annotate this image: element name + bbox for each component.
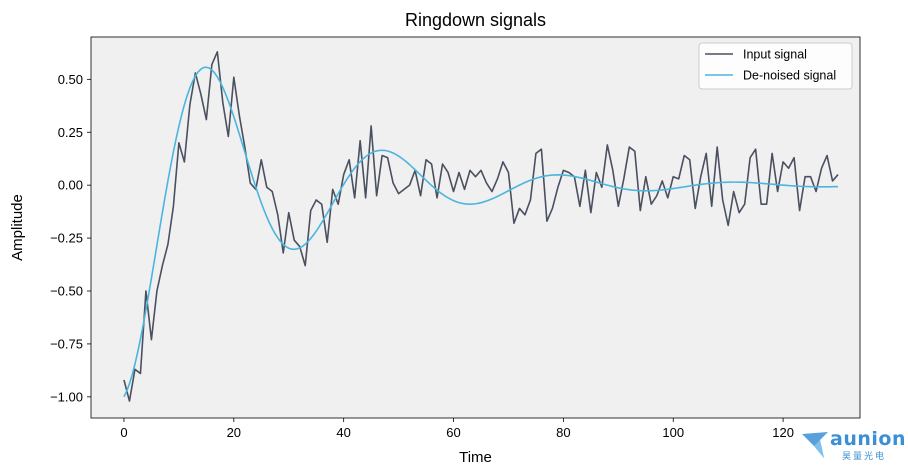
y-tick-label: 0.50 xyxy=(58,72,83,87)
y-tick-label: −0.75 xyxy=(50,336,83,351)
x-tick-label: 100 xyxy=(662,425,684,440)
y-tick-label: −0.25 xyxy=(50,231,83,246)
y-tick-label: −0.50 xyxy=(50,284,83,299)
legend: Input signal De-noised signal xyxy=(698,42,853,90)
legend-label-denoised-signal: De-noised signal xyxy=(743,69,836,83)
axis-ticks: 0 20 40 60 80 100 120 −1.00 −0.75 −0.50 −0.25 0.00 0… xyxy=(50,72,794,440)
x-tick-label: 20 xyxy=(227,425,241,440)
x-tick-label: 80 xyxy=(556,425,570,440)
x-tick-label: 40 xyxy=(336,425,350,440)
chart-title: Ringdown signals xyxy=(405,10,546,30)
logo-subtitle: 昊量光电 xyxy=(842,452,887,462)
series-lines xyxy=(123,51,839,402)
y-axis-label: Amplitude xyxy=(9,194,26,261)
x-tick-label: 120 xyxy=(772,425,794,440)
y-tick-label: 0.00 xyxy=(58,178,83,193)
plot-area xyxy=(91,37,860,418)
y-tick-label: −1.00 xyxy=(50,389,83,404)
series-line-denoised-signal xyxy=(123,66,839,398)
legend-label-input-signal: Input signal xyxy=(743,48,807,62)
series-line-input-signal xyxy=(123,51,839,402)
logo-wordmark: aunion xyxy=(830,428,906,450)
plot-frame xyxy=(90,36,861,419)
legend-box xyxy=(698,42,853,90)
y-tick-label: 0.25 xyxy=(58,125,83,140)
x-tick-label: 60 xyxy=(446,425,460,440)
x-tick-label: 0 xyxy=(120,425,127,440)
aunion-logo-icon xyxy=(802,432,828,458)
x-axis-label: Time xyxy=(459,449,492,466)
